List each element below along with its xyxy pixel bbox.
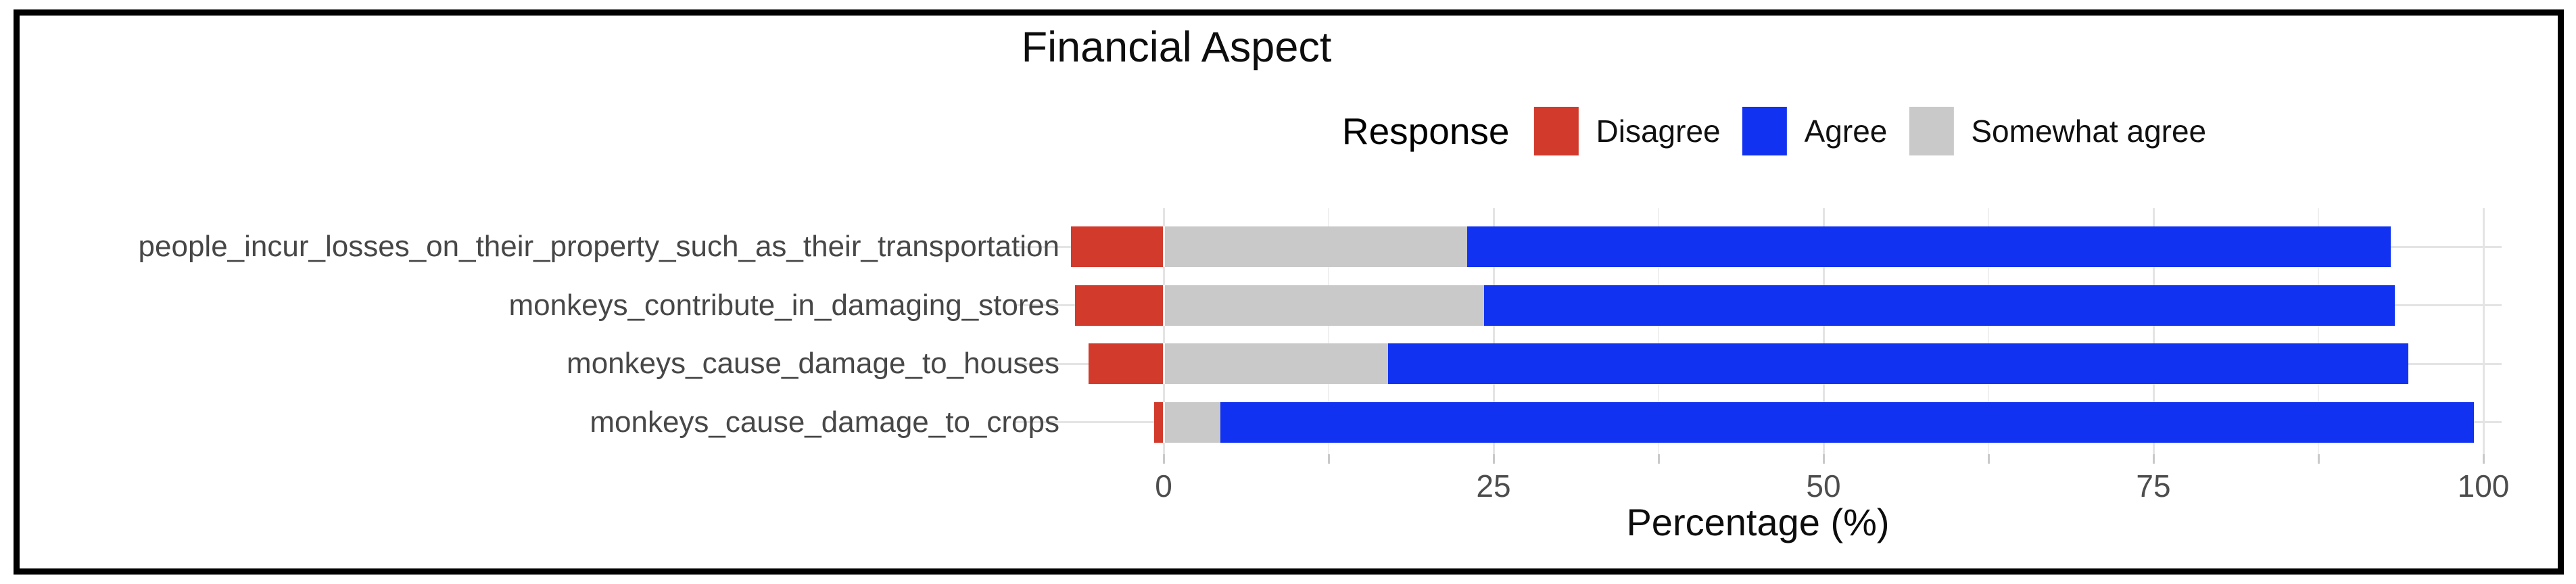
bar-segment-disagree — [1075, 285, 1164, 326]
bar-segment-disagree — [1088, 343, 1164, 384]
bar-segment-agree — [1220, 402, 2475, 443]
legend-label: Disagree — [1596, 114, 1721, 149]
legend-item-somewhat-agree: Somewhat agree — [1909, 107, 2206, 155]
category-label: monkeys_cause_damage_to_houses — [567, 347, 1059, 380]
x-axis-tick — [1657, 454, 1660, 464]
zero-line-seam — [1162, 226, 1165, 267]
zero-line-seam — [1162, 343, 1165, 384]
legend-label: Agree — [1804, 114, 1888, 149]
x-tick-label: 25 — [1476, 468, 1511, 504]
category-label: people_incur_losses_on_their_property_su… — [138, 230, 1059, 263]
x-gridline-major — [1162, 208, 1165, 454]
zero-line-seam — [1162, 285, 1165, 326]
legend-title: Response — [1341, 110, 1510, 152]
x-axis-tick — [2152, 454, 2155, 464]
x-axis-tick — [2317, 454, 2320, 464]
x-axis-tick — [1822, 454, 1825, 464]
legend: Response Disagree Agree Somewhat agree — [1342, 107, 2206, 155]
bar-segment-disagree — [1154, 402, 1164, 443]
x-tick-label: 0 — [1155, 468, 1172, 504]
x-axis-tick — [1987, 454, 1990, 464]
x-gridline-minor — [1988, 208, 1989, 454]
bar-segment-agree — [1484, 285, 2395, 326]
legend-swatch-agree — [1742, 107, 1787, 155]
bar-segment-somewhat-agree — [1164, 285, 1485, 326]
legend-item-disagree: Disagree — [1533, 107, 1721, 155]
legend-label: Somewhat agree — [1971, 114, 2207, 149]
x-gridline-major — [2152, 208, 2155, 454]
x-axis-tick — [1327, 454, 1330, 464]
x-axis-title: Percentage (%) — [1626, 501, 1890, 543]
bar-segment-agree — [1466, 226, 2391, 267]
bar-segment-somewhat-agree — [1164, 226, 1467, 267]
legend-item-agree: Agree — [1742, 107, 1888, 155]
x-gridline-major — [1822, 208, 1825, 454]
x-gridline-minor — [1658, 208, 1659, 454]
x-gridline-major — [2482, 208, 2485, 454]
x-axis-tick — [1492, 454, 1495, 464]
chart-title: Financial Aspect — [1021, 24, 1332, 71]
x-tick-label: 50 — [1806, 468, 1841, 504]
category-label: monkeys_contribute_in_damaging_stores — [508, 288, 1060, 322]
x-axis-tick — [1162, 454, 1165, 464]
bar-segment-somewhat-agree — [1164, 402, 1220, 443]
x-axis-tick — [2482, 454, 2485, 464]
bar-segment-disagree — [1071, 226, 1164, 267]
category-label: monkeys_cause_damage_to_crops — [590, 405, 1059, 439]
legend-swatch-disagree — [1533, 107, 1579, 155]
x-tick-label: 75 — [2136, 468, 2171, 504]
zero-line-seam — [1162, 402, 1165, 443]
legend-swatch-somewhat-agree — [1909, 107, 1954, 155]
bar-segment-somewhat-agree — [1164, 343, 1388, 384]
x-gridline-major — [1492, 208, 1495, 454]
bar-segment-agree — [1387, 343, 2408, 384]
x-gridline-minor — [1328, 208, 1329, 454]
x-tick-label: 100 — [2457, 468, 2510, 504]
x-gridline-minor — [2318, 208, 2319, 454]
legend-items: Disagree Agree Somewhat agree — [1533, 107, 2206, 155]
